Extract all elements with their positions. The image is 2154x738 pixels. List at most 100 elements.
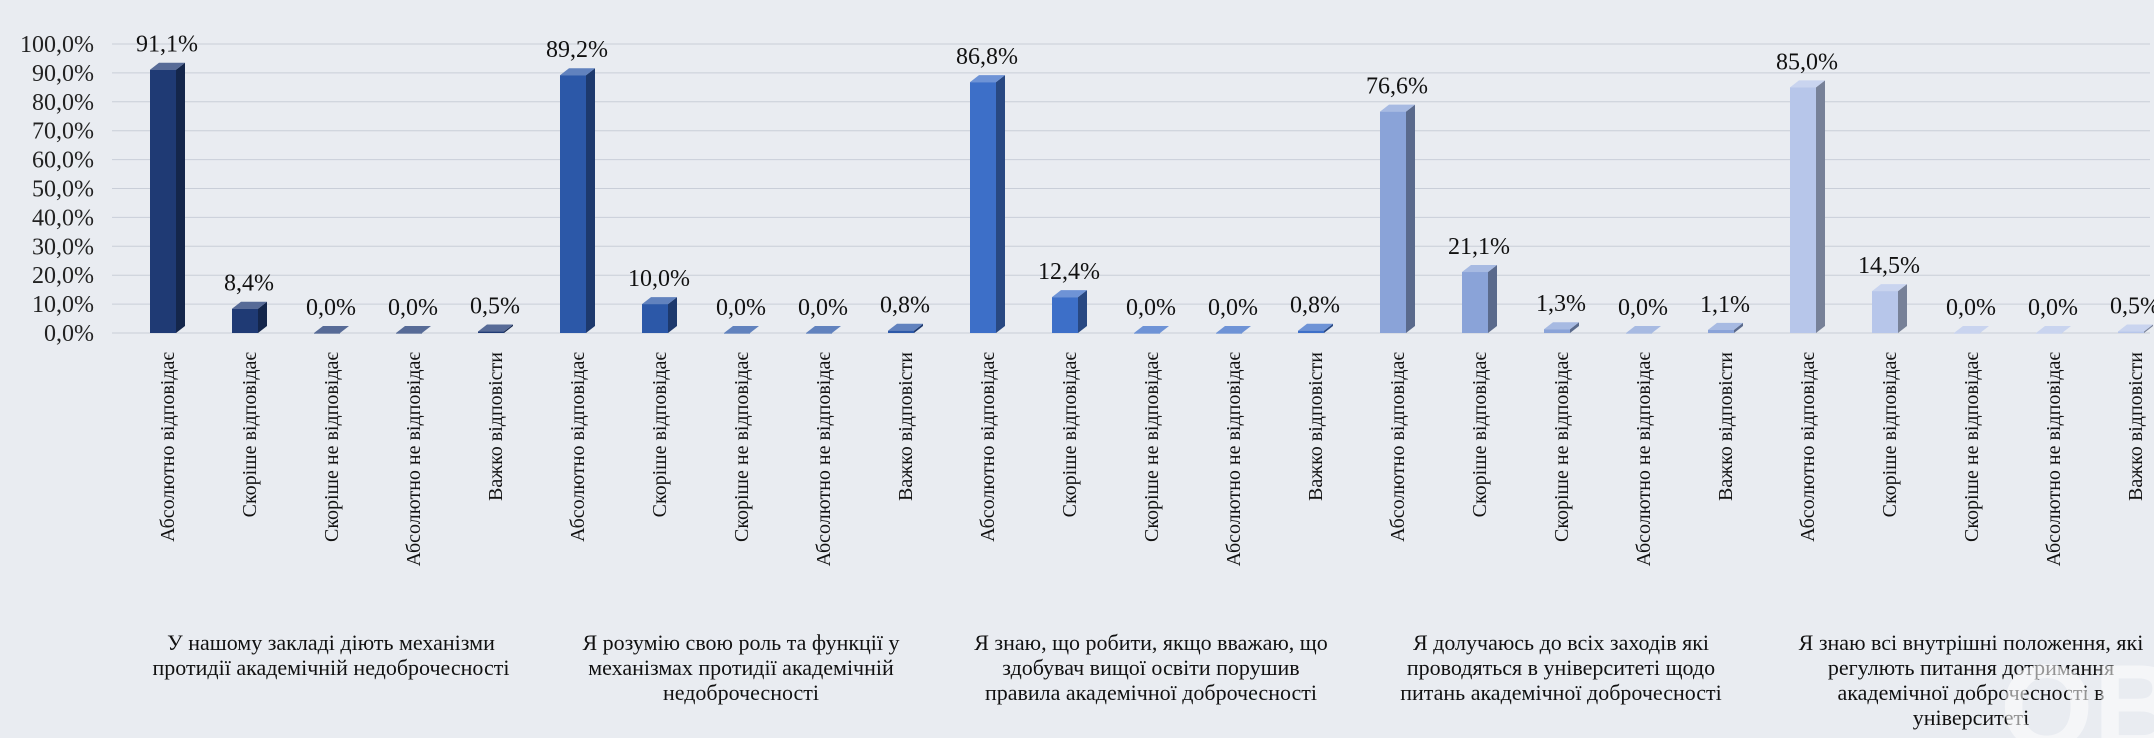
bar-top — [1544, 322, 1579, 330]
bar-side — [504, 324, 513, 333]
bar-side — [914, 323, 923, 333]
x-tick-label: Абсолютно не відповідає — [403, 352, 425, 567]
x-tick-label: Скоріше не відповідає — [321, 352, 343, 542]
data-label: 0,0% — [2028, 295, 2078, 321]
x-tick-label: Абсолютно не відповідає — [1223, 352, 1245, 567]
y-tick-label: 0,0% — [44, 321, 94, 347]
bar-top — [2036, 326, 2071, 333]
bar-top — [642, 297, 677, 305]
bar — [1216, 333, 1242, 334]
data-label: 0,0% — [716, 295, 766, 321]
data-label: 1,1% — [1700, 292, 1750, 318]
x-tick-label: Абсолютно відповідає — [567, 352, 589, 542]
bar-side — [1898, 284, 1907, 333]
y-tick-label: 10,0% — [32, 292, 94, 318]
bar-side — [1488, 265, 1497, 333]
bar — [2118, 331, 2144, 333]
group-label: університеті — [1913, 705, 2030, 730]
x-tick-label: Абсолютно відповідає — [1387, 352, 1409, 542]
x-tick-label: Скоріше не відповідає — [1961, 352, 1983, 542]
bar — [1134, 333, 1160, 334]
x-tick-label: Важко відповісти — [1715, 352, 1737, 501]
bar-top — [1954, 326, 1989, 333]
y-tick-label: 60,0% — [32, 148, 94, 174]
y-tick-label: 100,0% — [20, 32, 94, 58]
group-label: Я розумію свою роль та функції у — [582, 630, 899, 655]
x-tick-label: Скоріше відповідає — [1879, 352, 1901, 518]
group-label: правила академічної доброчесності — [985, 680, 1317, 705]
x-tick-label: Скоріше не відповідає — [1141, 352, 1163, 542]
bar-top — [724, 326, 759, 333]
bar-top — [1790, 80, 1825, 88]
group-label: недоброчесності — [663, 680, 819, 705]
data-label: 21,1% — [1448, 234, 1510, 260]
bar-side — [1734, 322, 1743, 333]
data-label: 0,5% — [2110, 294, 2154, 320]
x-tick-label: Важко відповісти — [485, 352, 507, 501]
bar-top — [1052, 290, 1087, 298]
y-tick-label: 80,0% — [32, 90, 94, 116]
bar-top — [560, 68, 595, 76]
x-tick-label: Важко відповісти — [2125, 352, 2147, 501]
group-label: здобувач вищої освіти порушив — [1002, 655, 1299, 680]
group-label: питань академічної доброчесності — [1400, 680, 1722, 705]
bar — [232, 308, 258, 333]
bar-top — [2118, 324, 2153, 332]
y-tick-label: 50,0% — [32, 177, 94, 203]
y-tick-label: 90,0% — [32, 61, 94, 87]
y-tick-label: 40,0% — [32, 205, 94, 231]
bar — [1462, 272, 1488, 333]
bar — [970, 82, 996, 333]
group-label: Я знаю, що робити, якщо вважаю, що — [974, 630, 1327, 655]
y-tick-label: 20,0% — [32, 263, 94, 289]
data-label: 76,6% — [1366, 74, 1428, 100]
bar-side — [176, 62, 185, 333]
bar-side — [996, 75, 1005, 333]
x-tick-label: Скоріше не відповідає — [731, 352, 753, 542]
x-tick-label: Скоріше не відповідає — [1551, 352, 1573, 542]
bar-side — [1324, 323, 1333, 333]
group-label: Я долучаюсь до всіх заходів які — [1413, 630, 1709, 655]
y-tick-label: 30,0% — [32, 234, 94, 260]
bar — [1544, 329, 1570, 333]
x-tick-label: Скоріше відповідає — [1059, 352, 1081, 518]
y-tick-label: 70,0% — [32, 119, 94, 145]
x-tick-label: Важко відповісти — [895, 352, 917, 501]
data-label: 85,0% — [1776, 49, 1838, 75]
group-label: механізмах протидії академічній — [588, 655, 894, 680]
bar — [1872, 291, 1898, 333]
data-label: 0,8% — [880, 293, 930, 319]
data-label: 0,0% — [1946, 295, 1996, 321]
data-label: 0,0% — [306, 295, 356, 321]
x-tick-label: Абсолютно не відповідає — [813, 352, 835, 567]
bar-side — [1406, 104, 1415, 333]
data-label: 91,1% — [136, 32, 198, 58]
bar-top — [150, 62, 185, 70]
bar-side — [668, 297, 677, 333]
bar — [1790, 87, 1816, 333]
bar — [1954, 333, 1980, 334]
bar — [396, 333, 422, 334]
bar — [888, 330, 914, 333]
x-tick-label: Важко відповісти — [1305, 352, 1327, 501]
x-tick-label: Скоріше відповідає — [1469, 352, 1491, 518]
data-label: 0,0% — [1618, 295, 1668, 321]
bar-top — [1872, 284, 1907, 292]
bar-side — [1570, 322, 1579, 333]
bar-side — [258, 301, 267, 333]
bar-top — [396, 326, 431, 333]
data-label: 0,0% — [798, 295, 848, 321]
data-label: 1,3% — [1536, 291, 1586, 317]
data-label: 8,4% — [224, 271, 274, 297]
bar — [478, 331, 504, 333]
bar — [314, 333, 340, 334]
group-label: У нашому закладі діють механізми — [167, 630, 495, 655]
x-tick-label: Скоріше відповідає — [649, 352, 671, 518]
data-label: 89,2% — [546, 37, 608, 63]
bar — [642, 304, 668, 333]
x-tick-label: Абсолютно відповідає — [157, 352, 179, 542]
group-label: проводяться в університеті щодо — [1407, 655, 1715, 680]
bar-top — [232, 301, 267, 309]
bar-side — [1078, 290, 1087, 333]
bar-side — [2144, 324, 2153, 333]
